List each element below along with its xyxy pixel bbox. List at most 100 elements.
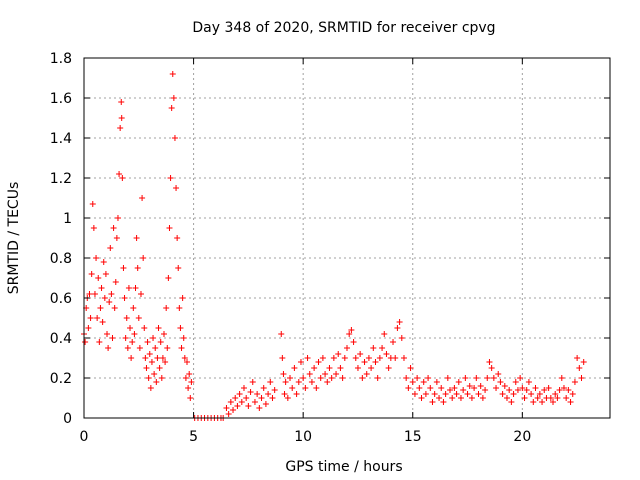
data-point bbox=[556, 387, 563, 393]
data-point bbox=[339, 375, 346, 381]
data-point bbox=[141, 325, 148, 331]
data-point bbox=[477, 383, 484, 389]
data-point bbox=[124, 345, 131, 351]
data-point bbox=[155, 325, 162, 331]
data-point bbox=[99, 319, 106, 325]
data-point bbox=[178, 345, 185, 351]
y-tick-label: 1.6 bbox=[50, 91, 72, 107]
data-point bbox=[166, 225, 173, 231]
data-point bbox=[289, 385, 296, 391]
data-point bbox=[97, 305, 104, 311]
data-point bbox=[187, 395, 194, 401]
data-point bbox=[550, 399, 557, 405]
data-point bbox=[396, 319, 403, 325]
data-point bbox=[184, 359, 191, 365]
data-point bbox=[123, 315, 130, 321]
data-point bbox=[560, 385, 567, 391]
data-point bbox=[113, 235, 120, 241]
data-point bbox=[407, 365, 414, 371]
data-point bbox=[173, 185, 180, 191]
data-point bbox=[86, 291, 93, 297]
data-point bbox=[133, 235, 140, 241]
data-point bbox=[541, 387, 548, 393]
data-point bbox=[468, 395, 475, 401]
data-point bbox=[175, 265, 182, 271]
data-point bbox=[154, 355, 161, 361]
data-point bbox=[111, 305, 118, 311]
data-point bbox=[354, 365, 361, 371]
data-point bbox=[287, 375, 294, 381]
data-point bbox=[140, 255, 147, 261]
data-point bbox=[134, 265, 141, 271]
data-point bbox=[267, 379, 274, 385]
data-point bbox=[147, 385, 154, 391]
data-point bbox=[117, 125, 124, 131]
data-point bbox=[571, 379, 578, 385]
data-point bbox=[473, 375, 480, 381]
data-point bbox=[251, 399, 258, 405]
data-point bbox=[503, 395, 510, 401]
data-point bbox=[372, 359, 379, 365]
data-point bbox=[118, 115, 125, 121]
data-point bbox=[256, 405, 263, 411]
data-point bbox=[249, 379, 256, 385]
data-point bbox=[488, 365, 495, 371]
data-point bbox=[269, 395, 276, 401]
data-point bbox=[381, 331, 388, 337]
data-point bbox=[403, 375, 410, 381]
y-tick-label: 1.8 bbox=[50, 51, 72, 67]
data-point bbox=[394, 325, 401, 331]
data-point bbox=[238, 399, 245, 405]
data-point bbox=[125, 285, 132, 291]
data-point bbox=[523, 387, 530, 393]
y-tick-label: 0.4 bbox=[50, 331, 72, 347]
data-point bbox=[182, 375, 189, 381]
data-point bbox=[95, 275, 102, 281]
data-point bbox=[105, 345, 112, 351]
data-point bbox=[379, 345, 386, 351]
x-tick-labels: 0 5 10 15 20 bbox=[80, 429, 532, 445]
data-point bbox=[128, 355, 135, 361]
data-point bbox=[460, 387, 467, 393]
data-point bbox=[150, 335, 157, 341]
data-point bbox=[374, 375, 381, 381]
data-point bbox=[108, 291, 115, 297]
x-tick-label: 5 bbox=[189, 429, 198, 445]
data-point bbox=[109, 335, 116, 341]
data-point bbox=[370, 345, 377, 351]
data-point bbox=[136, 345, 143, 351]
data-point bbox=[236, 391, 243, 397]
data-point bbox=[313, 385, 320, 391]
data-point bbox=[145, 375, 152, 381]
data-point bbox=[576, 365, 583, 371]
data-point bbox=[96, 339, 103, 345]
data-point bbox=[427, 385, 434, 391]
x-tick-label: 15 bbox=[404, 429, 422, 445]
data-point bbox=[87, 315, 94, 321]
data-point bbox=[512, 379, 519, 385]
data-point bbox=[223, 405, 230, 411]
data-point bbox=[411, 391, 418, 397]
data-point bbox=[135, 315, 142, 321]
data-point bbox=[328, 375, 335, 381]
data-point bbox=[409, 379, 416, 385]
data-point bbox=[554, 395, 561, 401]
y-tick-label: 1.4 bbox=[50, 131, 72, 147]
data-point bbox=[302, 385, 309, 391]
data-point bbox=[179, 295, 186, 301]
data-point bbox=[100, 259, 107, 265]
data-point bbox=[324, 379, 331, 385]
data-point bbox=[291, 365, 298, 371]
data-point bbox=[534, 395, 541, 401]
data-point bbox=[392, 355, 399, 361]
data-point bbox=[429, 399, 436, 405]
y-tick-label: 1.2 bbox=[50, 171, 72, 187]
data-point bbox=[484, 375, 491, 381]
data-point bbox=[455, 379, 462, 385]
data-point bbox=[414, 375, 421, 381]
data-point bbox=[94, 315, 101, 321]
y-tick-label: 0.6 bbox=[50, 291, 72, 307]
x-tick-label: 0 bbox=[80, 429, 89, 445]
y-tick-label: 1 bbox=[63, 211, 72, 227]
